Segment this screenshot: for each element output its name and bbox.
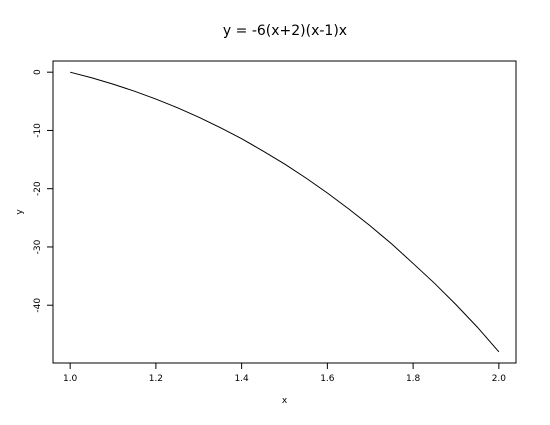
y-tick-label: -20 [33,181,43,196]
x-tick-label: 1.0 [63,374,78,384]
y-tick-label: -30 [33,239,43,254]
x-tick-label: 1.4 [234,374,249,384]
x-tick-label: 1.2 [149,374,163,384]
y-tick-label: -40 [33,298,43,313]
x-tick-label: 1.6 [320,374,335,384]
y-tick-label: 0 [33,69,43,75]
x-axis-label: x [282,396,288,406]
x-axis: 1.0 1.2 1.4 1.6 1.8 2.0 [63,362,507,384]
chart-title: y = -6(x+2)(x-1)x [223,23,347,39]
x-tick-label: 2.0 [492,374,507,384]
x-tick-label: 1.8 [406,374,421,384]
y-tick-label: -10 [33,123,43,138]
series-line [70,71,500,353]
y-axis-label: y [15,209,25,215]
y-axis: 0 -10 -20 -30 -40 [33,69,54,313]
